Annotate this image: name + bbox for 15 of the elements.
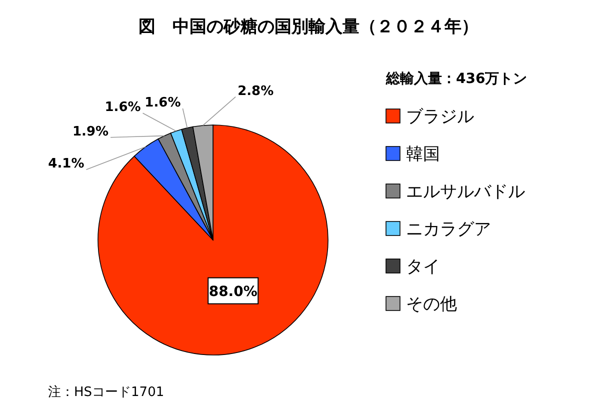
legend-label: 韓国 xyxy=(406,144,440,164)
legend-label: その他 xyxy=(406,294,457,314)
legend-label: タイ xyxy=(406,257,440,277)
data-label: 2.8% xyxy=(238,84,274,99)
legend-label: ニカラグア xyxy=(406,220,491,240)
legend-label: エルサルバドル xyxy=(406,182,525,202)
data-label: 88.0% xyxy=(208,284,258,300)
data-label: 1.6% xyxy=(144,95,181,110)
legend-title: 総輸入量：436万トン xyxy=(385,71,528,87)
text: 注：HSコード1701 xyxy=(48,385,164,400)
data-label: 1.6% xyxy=(104,100,141,116)
data-label: 4.1% xyxy=(48,156,84,172)
legend-label: ブラジル xyxy=(406,107,474,127)
chart-title: 図 中国の砂糖の国別輸入量（２０２４年） xyxy=(138,17,478,37)
data-label: 1.9% xyxy=(72,124,109,140)
